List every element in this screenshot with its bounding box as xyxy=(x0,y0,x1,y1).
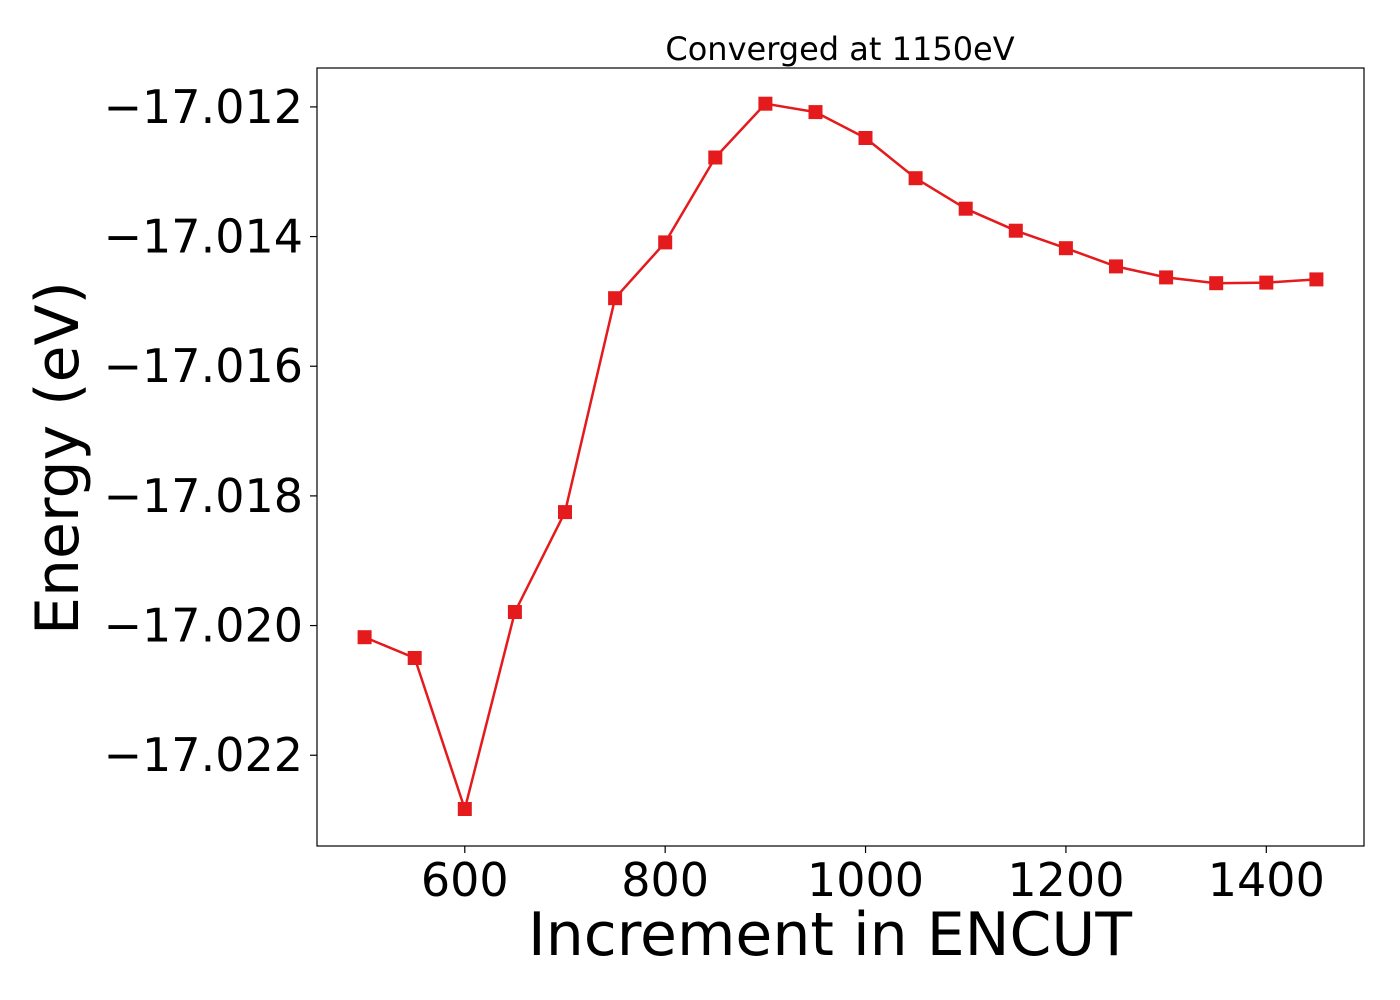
data-point xyxy=(908,171,923,186)
data-point xyxy=(1109,259,1123,274)
data-point xyxy=(758,96,773,111)
y-tick-label: −17.016 xyxy=(104,339,304,393)
x-tick-label: 1200 xyxy=(1007,853,1124,907)
data-point xyxy=(558,505,572,520)
data-point xyxy=(1209,276,1224,291)
data-point xyxy=(708,150,723,165)
data-point xyxy=(658,235,673,250)
data-point xyxy=(808,105,823,120)
data-point xyxy=(357,630,372,645)
y-tick-label: −17.018 xyxy=(104,469,304,523)
y-tick-label: −17.012 xyxy=(104,80,304,134)
x-tick-label: 1000 xyxy=(807,853,924,907)
series-line xyxy=(364,102,1317,811)
data-point xyxy=(1259,275,1274,290)
data-point xyxy=(507,605,522,619)
y-axis-ticks: −17.012 −17.014 −17.016 −17.018 −17.020 −17.0… xyxy=(104,80,317,782)
y-tick-label: −17.014 xyxy=(104,210,304,264)
data-point xyxy=(608,291,623,306)
data-point xyxy=(958,201,973,216)
y-tick-label: −17.020 xyxy=(104,599,304,653)
data-point xyxy=(1159,270,1174,285)
x-axis-label: Increment in ENCUT xyxy=(528,900,1132,970)
data-point xyxy=(858,131,873,145)
data-point xyxy=(1058,241,1073,256)
data-point xyxy=(1008,223,1023,238)
x-tick-label: 600 xyxy=(421,853,509,907)
x-tick-label: 1400 xyxy=(1208,853,1325,907)
x-tick-label: 800 xyxy=(621,853,709,907)
data-point xyxy=(1309,272,1324,287)
series-points xyxy=(357,96,1324,816)
x-axis-ticks: 600 800 1000 1200 1400 xyxy=(421,846,1325,907)
chart-title: Converged at 1150eV xyxy=(665,30,1014,68)
y-axis-label: Energy (eV) xyxy=(23,281,93,635)
y-tick-label: −17.022 xyxy=(104,728,304,782)
plot-frame xyxy=(316,67,1365,847)
data-point xyxy=(407,651,422,665)
data-point xyxy=(457,802,472,816)
